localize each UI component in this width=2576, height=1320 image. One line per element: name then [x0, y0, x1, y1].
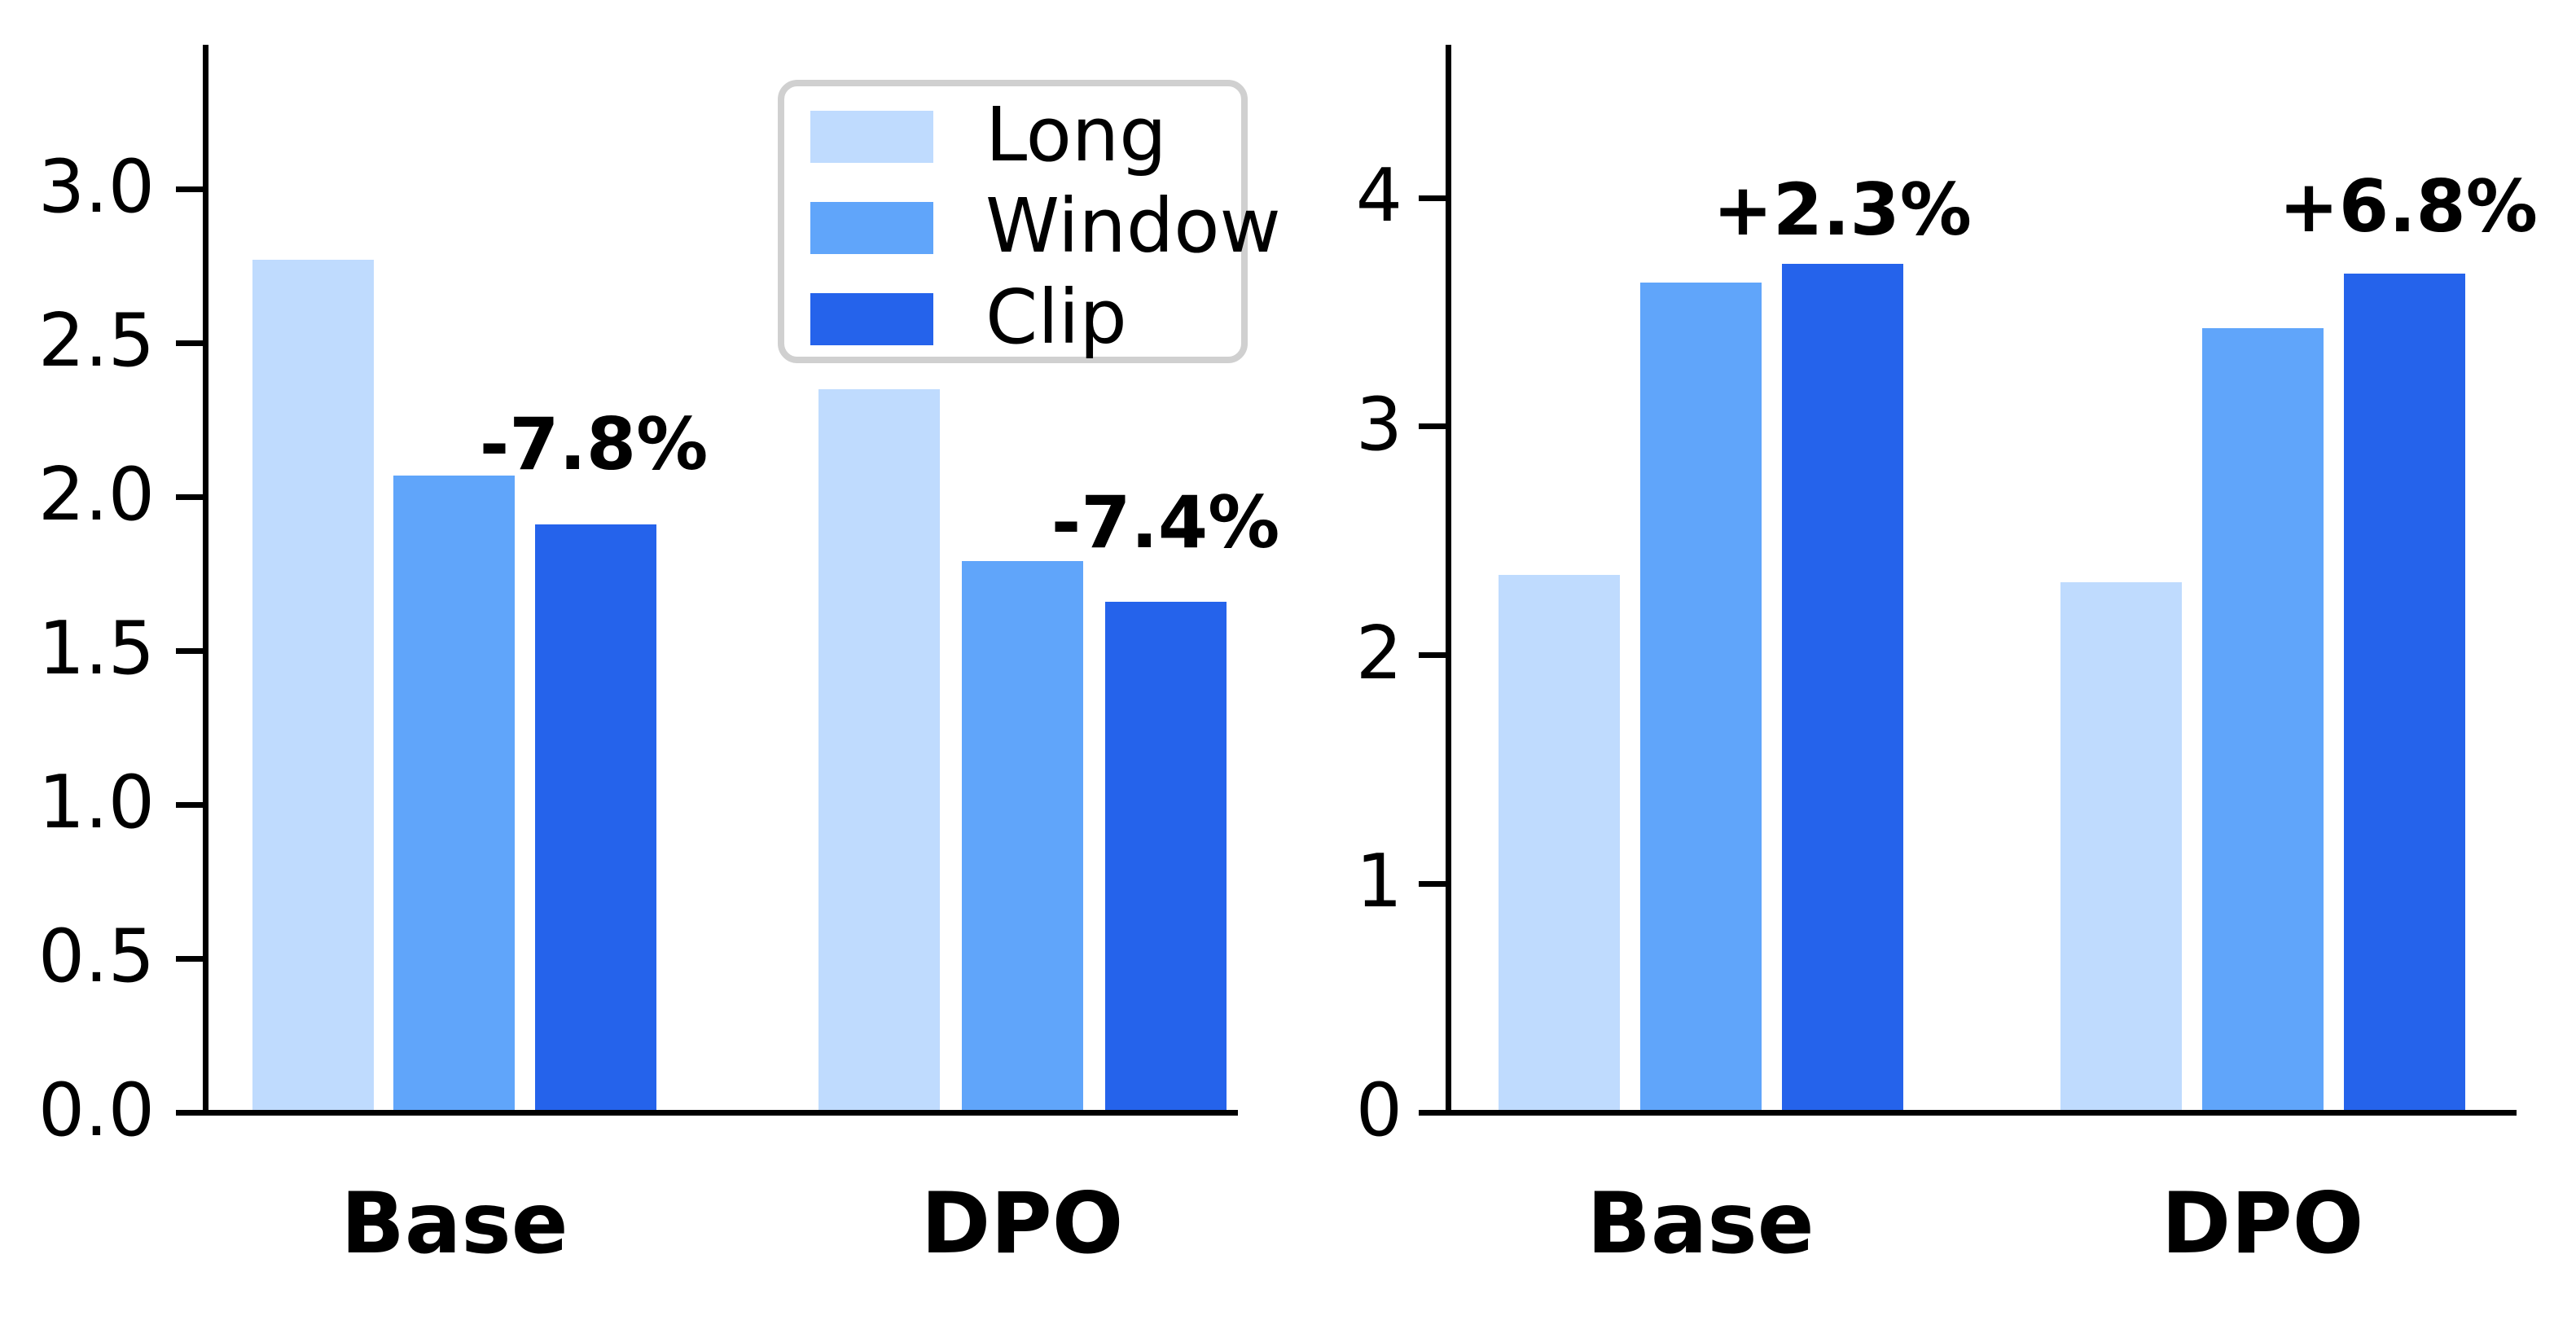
y-tick-label: 2.0: [37, 452, 155, 538]
category-label-base: Base: [340, 1175, 568, 1273]
pct-annotation: +2.3%: [1713, 168, 1972, 252]
x-axis-line: [202, 1109, 1238, 1116]
y-tick-label: 1.5: [37, 606, 155, 692]
pct-annotation: -7.4%: [1051, 480, 1280, 564]
y-tick-label: 1: [1355, 839, 1402, 925]
y-tick: [175, 801, 203, 808]
y-tick: [1418, 652, 1446, 658]
y-tick: [175, 647, 203, 654]
y-tick: [175, 340, 203, 346]
bar-base-window: [393, 475, 515, 1112]
y-tick-label: 0: [1355, 1068, 1402, 1154]
y-tick-label: 4: [1355, 153, 1402, 239]
legend: Long Window Clip: [778, 80, 1281, 363]
legend-label-clip: Clip: [985, 274, 1127, 362]
y-tick: [175, 186, 203, 192]
legend-swatch-long: [810, 111, 933, 163]
x-axis-line: [1445, 1109, 2517, 1116]
y-tick-label: 2.5: [37, 298, 155, 384]
y-tick-label: 1.0: [37, 760, 155, 846]
legend-swatch-window: [810, 202, 933, 254]
y-axis-spine: [1445, 45, 1451, 1116]
category-label-dpo: DPO: [2161, 1175, 2364, 1273]
bar-dpo-window: [962, 561, 1083, 1112]
bar-dpo-window: [2202, 328, 2324, 1112]
bar-dpo-long: [818, 388, 940, 1112]
bar-base-long: [1499, 575, 1620, 1112]
y-tick: [1418, 195, 1446, 201]
bar-base-long: [252, 259, 374, 1112]
y-tick: [1418, 1109, 1446, 1116]
y-tick: [1418, 880, 1446, 887]
y-tick: [175, 955, 203, 962]
legend-swatch-clip: [810, 293, 933, 345]
pct-annotation: -7.8%: [479, 402, 709, 486]
y-tick-label: 2: [1355, 610, 1402, 696]
y-tick: [175, 493, 203, 500]
category-label-base: Base: [1586, 1175, 1815, 1273]
y-tick: [175, 1109, 203, 1116]
bar-base-clip: [535, 524, 656, 1112]
bar-dpo-long: [2060, 581, 2182, 1112]
bar-base-window: [1640, 282, 1762, 1112]
legend-label-long: Long: [985, 91, 1167, 179]
legend-label-window: Window: [985, 182, 1281, 270]
pct-annotation: +6.8%: [2279, 164, 2538, 248]
y-tick-label: 0.0: [37, 1068, 155, 1154]
y-tick-label: 0.5: [37, 914, 155, 1000]
y-tick-label: 3: [1355, 381, 1402, 467]
bar-dpo-clip: [1105, 601, 1227, 1112]
bar-dpo-clip: [2344, 273, 2465, 1112]
category-label-dpo: DPO: [920, 1175, 1124, 1273]
bar-base-clip: [1782, 264, 1903, 1112]
y-tick-label: 3.0: [37, 144, 155, 230]
y-tick: [1418, 423, 1446, 430]
y-axis-spine: [202, 45, 208, 1116]
